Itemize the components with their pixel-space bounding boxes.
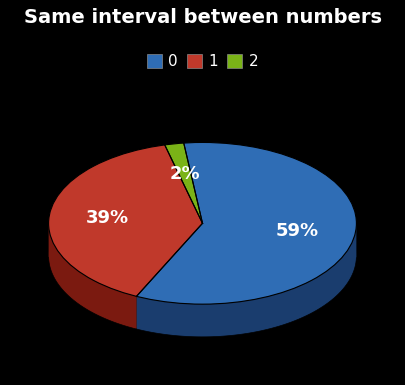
- Polygon shape: [49, 224, 136, 329]
- Polygon shape: [136, 142, 356, 304]
- Ellipse shape: [49, 175, 356, 337]
- Polygon shape: [165, 143, 202, 223]
- Polygon shape: [136, 225, 356, 337]
- Text: 59%: 59%: [275, 222, 318, 240]
- Text: 39%: 39%: [86, 209, 129, 228]
- Polygon shape: [49, 145, 202, 296]
- Text: Same interval between numbers: Same interval between numbers: [23, 8, 382, 27]
- Text: 2%: 2%: [170, 165, 200, 183]
- Legend: 0, 1, 2: 0, 1, 2: [141, 48, 264, 75]
